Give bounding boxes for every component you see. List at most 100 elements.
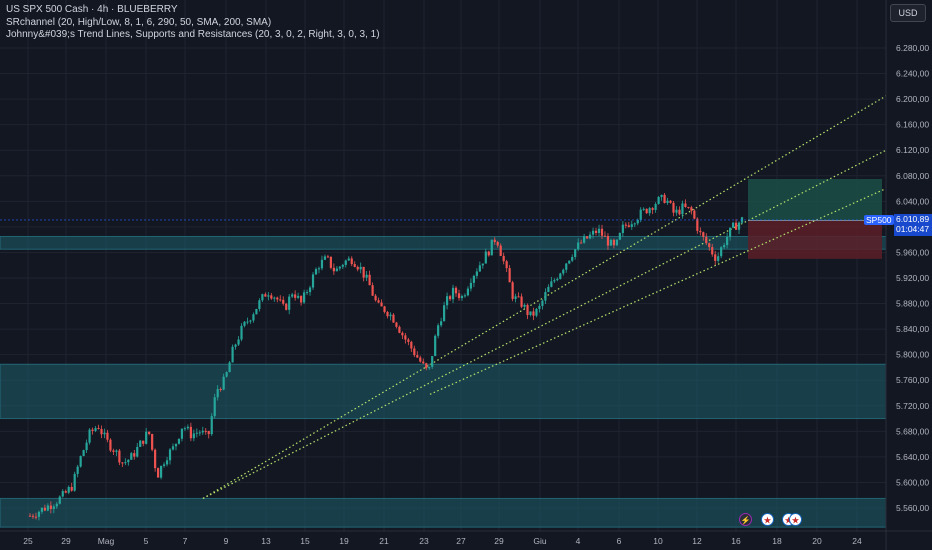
candle-body — [502, 255, 505, 262]
candle-body — [195, 432, 198, 434]
candle-body — [142, 440, 145, 444]
candle-body — [657, 197, 660, 205]
candle-body — [174, 443, 178, 447]
candle-body — [300, 295, 303, 303]
candle-body — [258, 300, 261, 309]
candle-body — [368, 274, 371, 286]
candle-body — [425, 363, 428, 369]
candle-body — [243, 321, 246, 326]
sr-zone[interactable] — [0, 363, 887, 420]
candle-body — [544, 291, 547, 301]
candle-body — [478, 265, 481, 272]
candle-body — [508, 268, 511, 283]
candle-body — [31, 515, 35, 517]
candle-body — [264, 294, 267, 297]
candle-body — [136, 446, 139, 457]
candle-body — [332, 267, 335, 272]
candle-body — [696, 218, 699, 231]
candle-body — [46, 505, 49, 511]
candle-body — [34, 516, 38, 518]
indicator-srchannel[interactable]: SRchannel (20, High/Low, 8, 1, 6, 290, 5… — [6, 16, 272, 28]
candle-body — [88, 429, 91, 443]
candle-body — [398, 326, 401, 333]
candle-body — [726, 236, 729, 246]
candle-body — [85, 442, 88, 451]
candle-body — [276, 297, 279, 300]
candle-body — [529, 311, 532, 315]
candle-body — [666, 200, 669, 203]
candle-body — [541, 300, 544, 306]
candle-body — [663, 194, 666, 203]
candle-body — [737, 222, 741, 230]
price-axis — [886, 0, 932, 550]
stop-zone[interactable] — [748, 220, 882, 259]
candle-body — [380, 302, 383, 307]
symbol-title[interactable]: US SPX 500 Cash · 4h · BLUEBERRY — [6, 4, 178, 15]
price-tick-label: 5.840,00 — [896, 324, 929, 334]
candle-body — [79, 456, 82, 467]
time-tick-label: 4 — [576, 536, 581, 546]
candle-body — [684, 203, 687, 207]
candle-body — [148, 431, 151, 435]
candle-body — [740, 217, 744, 223]
price-tick-label: 5.720,00 — [896, 401, 929, 411]
time-tick-label: 21 — [379, 536, 389, 546]
trend-line[interactable] — [429, 188, 887, 395]
price-tick-label: 6.160,00 — [896, 120, 929, 130]
price-tick-label: 5.760,00 — [896, 375, 929, 385]
candle-body — [395, 322, 398, 327]
candle-body — [475, 271, 478, 276]
candle-body — [371, 285, 374, 296]
time-tick-label: Mag — [98, 536, 115, 546]
candle-body — [431, 356, 434, 367]
candle-body — [651, 208, 654, 210]
candle-body — [428, 366, 431, 369]
candle-body — [344, 260, 347, 265]
currency-button[interactable]: USD — [890, 4, 926, 22]
lightning-icon[interactable]: ⚡ — [739, 513, 752, 526]
candle-body — [112, 450, 115, 452]
price-tick-label: 6.200,00 — [896, 94, 929, 104]
us-flag-icon[interactable]: ★ — [789, 513, 802, 526]
candle-body — [526, 304, 529, 315]
candle-body — [246, 321, 249, 323]
candle-body — [308, 287, 312, 293]
candle-body — [261, 294, 264, 301]
price-tick-label: 5.680,00 — [896, 426, 929, 436]
candle-body — [198, 432, 201, 434]
candle-body — [159, 465, 163, 478]
time-tick-label: 7 — [183, 536, 188, 546]
candle-body — [317, 268, 321, 270]
candle-body — [648, 208, 651, 214]
candle-body — [151, 434, 154, 450]
candle-body — [362, 266, 365, 278]
last-price-tag: 6.010,89 01:04:47 — [894, 214, 932, 236]
candle-body — [252, 314, 255, 321]
candle-body — [82, 450, 85, 457]
candle-body — [618, 232, 621, 240]
sr-zone[interactable] — [0, 497, 887, 528]
time-tick-label: 13 — [261, 536, 271, 546]
candle-body — [553, 280, 556, 282]
candle-body — [279, 299, 282, 301]
candle-body — [708, 243, 711, 248]
candle-body — [633, 223, 636, 225]
candle-body — [291, 294, 294, 297]
time-tick-label: 9 — [224, 536, 229, 546]
target-zone[interactable] — [748, 178, 882, 221]
candle-body — [130, 453, 133, 460]
candle-body — [240, 325, 243, 340]
us-flag-icon[interactable]: ★ — [761, 513, 774, 526]
candle-body — [285, 303, 288, 310]
price-tick-label: 5.560,00 — [896, 503, 929, 513]
candle-body — [43, 507, 46, 511]
price-tick-label: 6.280,00 — [896, 43, 929, 53]
indicator-trendlines[interactable]: Johnny&#039;s Trend Lines, Supports and … — [6, 29, 380, 40]
candle-body — [437, 325, 440, 336]
candle-body — [118, 450, 121, 463]
candle-body — [270, 295, 273, 299]
candle-body — [693, 210, 696, 219]
candle-body — [231, 346, 234, 363]
candle-body — [282, 299, 285, 304]
